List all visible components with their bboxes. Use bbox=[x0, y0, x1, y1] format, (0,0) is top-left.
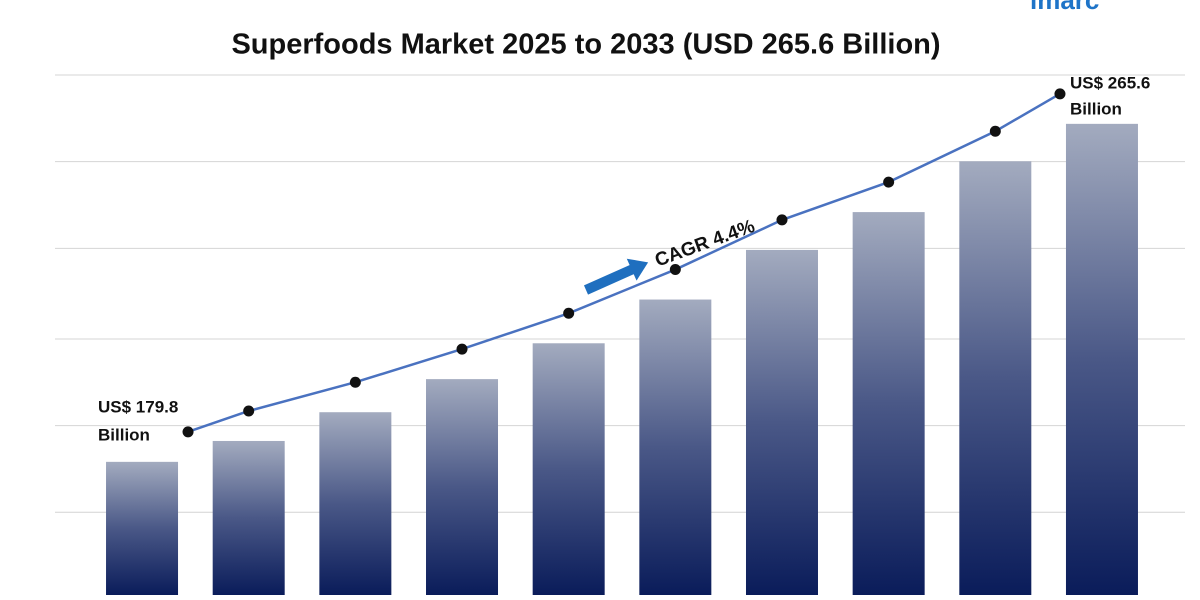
trend-point bbox=[349, 376, 361, 388]
trend-point bbox=[989, 125, 1001, 137]
trend-point bbox=[776, 214, 788, 226]
trend bbox=[182, 88, 1066, 438]
bar bbox=[639, 299, 712, 595]
cagr-label: CAGR 4.4% bbox=[652, 216, 758, 272]
logo: imarc bbox=[1030, 0, 1099, 15]
trend-point bbox=[669, 264, 681, 276]
bar bbox=[1065, 123, 1138, 596]
bar bbox=[106, 461, 179, 595]
bar bbox=[959, 161, 1032, 596]
bar bbox=[745, 249, 818, 595]
bar bbox=[319, 412, 392, 595]
start-label: US$ 179.8 bbox=[98, 397, 178, 416]
bar bbox=[532, 343, 605, 595]
bar bbox=[852, 212, 925, 595]
cagr-arrow bbox=[583, 258, 649, 295]
trend-point bbox=[456, 343, 468, 355]
trend-point bbox=[1054, 88, 1066, 100]
bars bbox=[106, 123, 1138, 596]
trend-point bbox=[883, 176, 895, 188]
trend-point bbox=[563, 307, 575, 319]
end-label: Billion bbox=[1070, 99, 1122, 118]
trend-line bbox=[187, 92, 1061, 434]
chart-title: Superfoods Market 2025 to 2033 (USD 265.… bbox=[231, 29, 940, 61]
end-label: US$ 265.6 bbox=[1070, 73, 1150, 92]
trend-point bbox=[182, 426, 194, 438]
start-label: Billion bbox=[98, 425, 150, 444]
bar bbox=[426, 379, 499, 595]
trend-point bbox=[243, 405, 255, 417]
bar bbox=[212, 440, 285, 595]
